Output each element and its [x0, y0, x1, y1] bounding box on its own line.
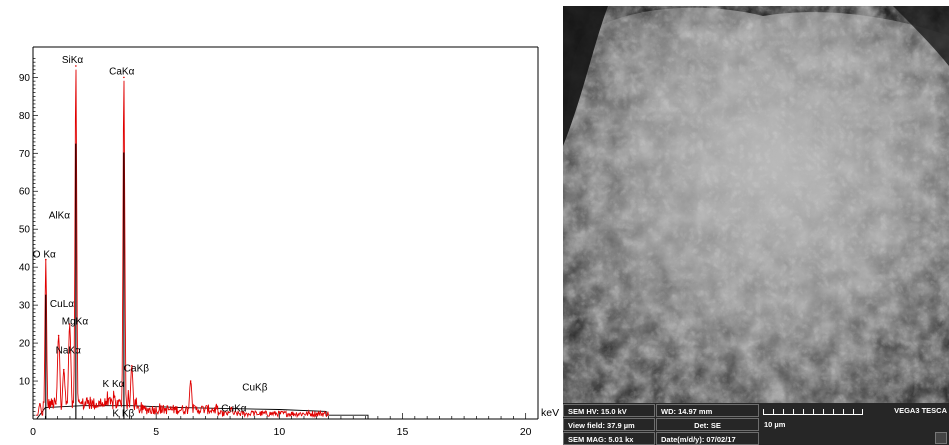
y-tick-label: 30 [19, 301, 31, 312]
x-axis-unit-label: keV [541, 407, 559, 419]
sem-micrograph-panel: SEM HV: 15.0 kV WD: 14.97 mm VEGA3 TESCA… [563, 6, 949, 445]
sem-magnification-label: SEM MAG: 5.01 kx [563, 432, 655, 445]
sem-detector-label: Det: SE [656, 418, 759, 431]
sem-info-bar: SEM HV: 15.0 kV WD: 14.97 mm VEGA3 TESCA… [563, 403, 949, 445]
peak-label: O Kα [33, 250, 56, 261]
peak-label: CuLα [50, 299, 74, 310]
sem-view-field-label: View field: 37.9 µm [563, 418, 655, 431]
sem-scale-label: 10 µm [764, 420, 786, 429]
peak-label: CuKβ [242, 383, 267, 394]
peak-label: MgKα [62, 316, 89, 327]
peak-marker [55, 403, 57, 405]
x-tick-label: 15 [397, 426, 409, 438]
sem-corner-icon [935, 432, 947, 444]
peak-marker [75, 65, 77, 67]
y-tick-label: 10 [19, 377, 31, 388]
sem-date-label: Date(m/d/y): 07/02/17 [656, 432, 759, 445]
sem-wd-label: WD: 14.97 mm [656, 404, 759, 417]
peak-marker [123, 76, 125, 79]
peak-label: CuKα [221, 404, 246, 415]
peak-labels: SiKα CaKα AlKα O Kα CuLα MgKα NaKα CaKβ K Kα K Kβ… [33, 55, 268, 419]
y-tick-label: 50 [19, 225, 31, 236]
peak-marker [230, 406, 233, 409]
peak-label: K Kβ [112, 408, 134, 419]
peak-marker [68, 323, 71, 325]
peak-marker [113, 395, 116, 398]
y-tick-label: 70 [19, 149, 31, 160]
sem-scale-bar-graphic [763, 405, 863, 415]
eds-spectrum-chart: 10 20 30 40 50 60 70 80 90 0 5 10 15 20 keV SiKα CaKα Al… [19, 46, 559, 438]
peak-label: AlKα [49, 211, 71, 222]
peak-marker [130, 365, 133, 367]
peak-label: SiKα [62, 55, 84, 66]
x-tick-label: 0 [30, 426, 36, 438]
background-envelope-line [36, 405, 369, 420]
spectrum-line [36, 69, 329, 419]
peak-label: K Kα [103, 379, 125, 390]
y-tick-label: 90 [19, 73, 31, 84]
sem-hv-label: SEM HV: 15.0 kV [563, 404, 655, 417]
peak-label: NaKα [56, 346, 81, 357]
y-tick-label: 60 [19, 187, 31, 198]
y-tick-label: 20 [19, 339, 31, 350]
x-tick-label: 10 [273, 426, 285, 438]
x-tick-label: 20 [520, 426, 532, 438]
spectrum-series [36, 65, 329, 419]
y-tick-label: 80 [19, 111, 31, 122]
peak-marker [39, 403, 41, 405]
peak-marker [251, 410, 254, 413]
peak-marker [62, 368, 65, 371]
peak-marker [189, 380, 192, 382]
peak-marker [45, 258, 47, 261]
x-tick-label: 5 [153, 426, 159, 438]
peak-label: CaKβ [124, 364, 149, 375]
peak-marker [57, 334, 60, 337]
peak-label: CaKα [109, 66, 134, 77]
y-tick-label: 40 [19, 263, 31, 274]
sem-micrograph-image [563, 6, 949, 403]
sem-brand-logo: VEGA3 TESCA [894, 406, 947, 415]
chart-axes: 10 20 30 40 50 60 70 80 90 0 5 10 15 20 keV [19, 46, 559, 438]
background-envelope [36, 405, 369, 420]
